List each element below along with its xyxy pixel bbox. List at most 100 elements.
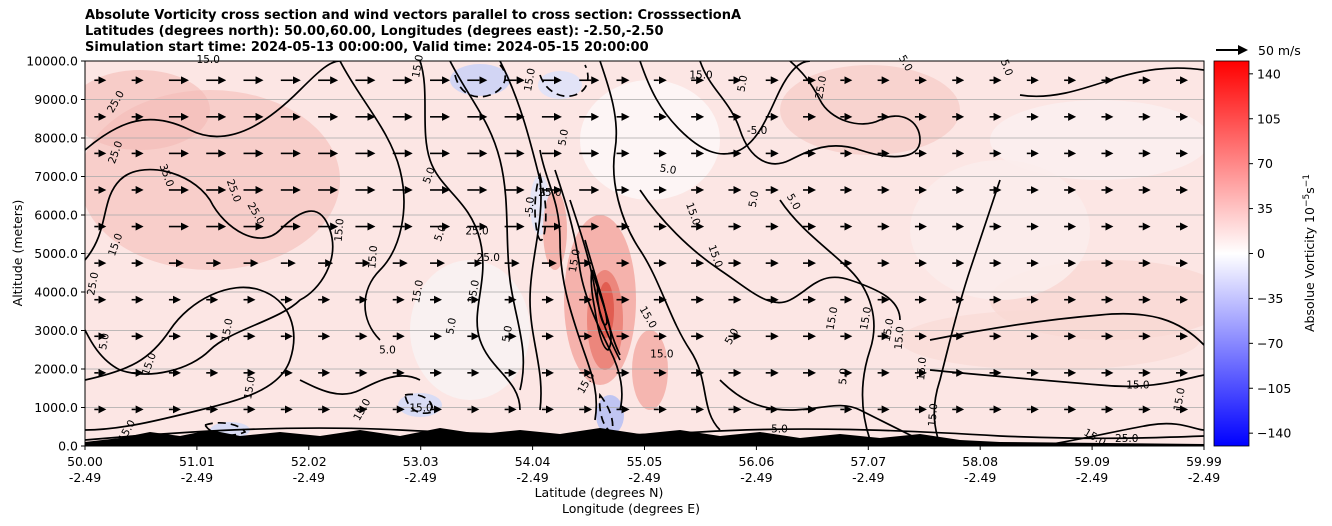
contour-label: 15.0 xyxy=(567,248,583,273)
x-tick-label-lat: 51.01 xyxy=(179,454,215,469)
y-axis: 0.0 1000.0 2000.0 3000.0 4000.0 5000.0 6000.0 7… xyxy=(26,54,85,454)
contour-label: 5.0 xyxy=(747,190,762,209)
contour-line xyxy=(929,369,1204,388)
contour-label: 5.0 xyxy=(97,332,112,351)
contour-label: 15.0 xyxy=(197,54,220,66)
contour-label: 25.0 xyxy=(538,187,561,199)
contour-label: 25.0 xyxy=(477,252,500,264)
contour-line xyxy=(85,168,334,375)
x-tick-label-lon: -2.49 xyxy=(516,470,548,485)
contour-label: 25.0 xyxy=(465,225,488,237)
contour-label: 5.0 xyxy=(837,368,850,386)
y-tick-label: 0.0 xyxy=(58,439,78,454)
colorbar-tick-label: −140 xyxy=(1257,426,1291,441)
colorbar-tick-label: −105 xyxy=(1257,381,1291,396)
contour-label: 5.0 xyxy=(998,58,1015,78)
contour-label: 25.0 xyxy=(1115,433,1138,445)
chart-subtitle-times: Simulation start time: 2024-05-13 00:00:… xyxy=(85,40,649,55)
colorbar-tick-label: 105 xyxy=(1257,111,1281,126)
x-tick-label-lat: 59.99 xyxy=(1186,454,1222,469)
grid-lines xyxy=(85,99,1204,408)
contour-line xyxy=(419,61,521,411)
chart-title: Absolute Vorticity cross section and win… xyxy=(85,8,742,23)
colorbar-gradient xyxy=(1213,60,1250,447)
y-tick-label: 8000.0 xyxy=(34,131,78,146)
contour-label: 15.0 xyxy=(881,317,897,342)
quiver-key-label: 50 m/s xyxy=(1258,43,1301,58)
x-tick-label-lon: -2.49 xyxy=(964,470,996,485)
x-axis-label-lat: Latitude (degrees N) xyxy=(535,485,664,500)
contour-label: 25.0 xyxy=(85,271,101,296)
colorbar: 140 105 70 35 0 −35 −70 −105 −140 Absolue Vortic… xyxy=(1213,60,1317,447)
surface-band xyxy=(85,428,1204,446)
colorbar-tick-label: 0 xyxy=(1257,246,1265,261)
contour-label: 5.0 xyxy=(659,162,678,177)
contour-label: 5.0 xyxy=(432,223,449,243)
y-tick-label: 7000.0 xyxy=(34,169,78,184)
contour-label: 15.0 xyxy=(915,357,929,381)
contour-label: 15.0 xyxy=(333,218,347,242)
contour-label: 15.0 xyxy=(1172,387,1188,412)
contour-label: 5.0 xyxy=(379,345,396,357)
x-tick-label-lat: 52.02 xyxy=(291,454,327,469)
contour-line xyxy=(933,179,1001,446)
contour-label: 15.0 xyxy=(650,348,673,360)
colorbar-label: Absolue Vorticity 10−5s−1 xyxy=(1302,174,1317,332)
contour-label: 15.0 xyxy=(825,306,841,331)
colorbar-tick-label: 35 xyxy=(1257,201,1273,216)
contour-label: 5.0 xyxy=(421,166,438,186)
contour-line-negative xyxy=(203,422,247,437)
y-tick-label: 9000.0 xyxy=(34,92,78,107)
contour-label: 15.0 xyxy=(893,326,907,350)
x-tick-label-lat: 57.07 xyxy=(850,454,886,469)
contour-line xyxy=(719,379,921,441)
x-tick-label-lon: -2.49 xyxy=(740,470,772,485)
x-tick-label-lat: 53.03 xyxy=(403,454,439,469)
contour-label: 15.0 xyxy=(410,54,426,79)
contour-label: 5.0 xyxy=(444,317,459,336)
contour-label: 5.0 xyxy=(500,325,515,344)
colorbar-tick-label: 70 xyxy=(1257,156,1273,171)
colorbar-ticks: 140 105 70 35 0 −35 −70 −105 −140 xyxy=(1249,66,1291,441)
y-tick-label: 6000.0 xyxy=(34,208,78,223)
x-tick-label-lon: -2.49 xyxy=(1188,470,1220,485)
y-tick-label: 5000.0 xyxy=(34,246,78,261)
contour-line xyxy=(596,284,608,326)
colorbar-tick-label: 140 xyxy=(1257,66,1281,81)
contour-line xyxy=(699,61,921,165)
x-axis-label-lon: Longitude (degrees E) xyxy=(562,501,700,516)
contour-label: 15.0 xyxy=(1126,379,1149,391)
contour-label: 15.0 xyxy=(410,279,426,304)
y-axis-label: Altitude (meters) xyxy=(10,200,25,307)
contour-line-negative xyxy=(539,64,589,98)
contour-line xyxy=(1039,422,1204,446)
x-tick-label-lon: -2.49 xyxy=(628,470,660,485)
contour-line xyxy=(85,61,341,151)
colorbar-tick-label: −70 xyxy=(1257,336,1283,351)
colorbar-tick-label: −35 xyxy=(1257,291,1283,306)
x-tick-label-lon: -2.49 xyxy=(293,470,325,485)
wind-vectors xyxy=(94,76,1189,414)
contour-line xyxy=(539,149,598,421)
x-tick-label-lon: -2.49 xyxy=(1076,470,1108,485)
contour-line xyxy=(85,286,295,431)
x-tick-label-lon: -2.49 xyxy=(69,470,101,485)
contour-label: 5.0 xyxy=(771,424,788,436)
x-tick-label-lat: 59.09 xyxy=(1074,454,1110,469)
x-tick-label-lat: 50.00 xyxy=(67,454,103,469)
contour-label: 15.0 xyxy=(522,67,538,92)
chart-subtitle-coordinates: Latitudes (degrees north): 50.00,60.00, … xyxy=(85,24,664,39)
x-tick-label-lat: 54.04 xyxy=(515,454,551,469)
contour-label: 25.0 xyxy=(466,279,482,304)
contour-label: 15.0 xyxy=(689,69,712,81)
contour-line xyxy=(639,189,901,321)
y-tick-label: 2000.0 xyxy=(34,362,78,377)
contour-label: 15.0 xyxy=(926,403,940,427)
contour-line xyxy=(929,312,1204,346)
contour-line-negative xyxy=(454,64,507,98)
x-tick-label-lat: 55.05 xyxy=(627,454,663,469)
contour-label: 5.0 xyxy=(556,128,571,147)
x-tick-label-lat: 58.08 xyxy=(962,454,998,469)
x-tick-label-lon: -2.49 xyxy=(181,470,213,485)
y-tick-label: 4000.0 xyxy=(34,285,78,300)
